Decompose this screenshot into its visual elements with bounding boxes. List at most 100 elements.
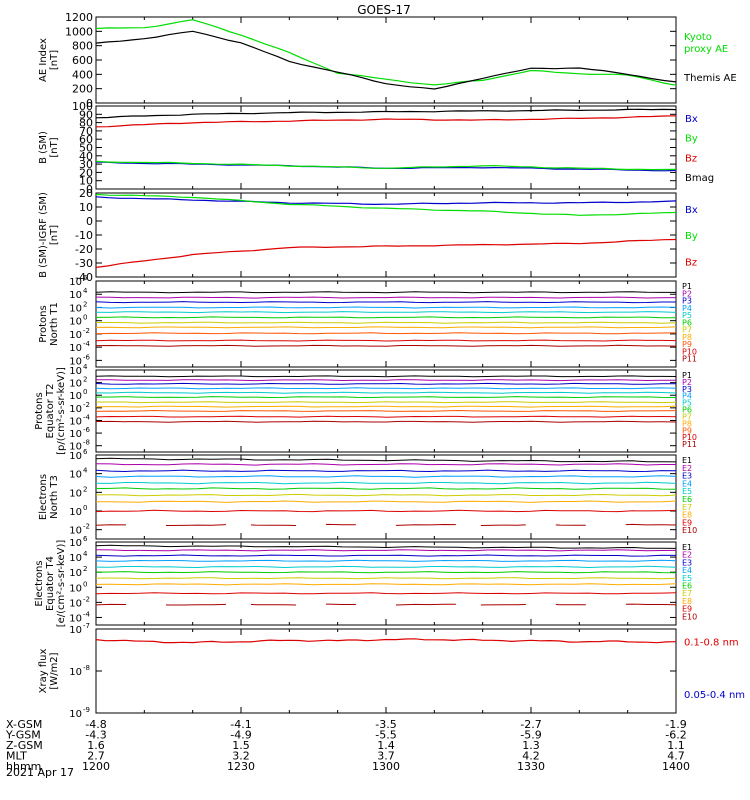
- channel-legend: E2: [682, 464, 692, 473]
- panel-frame: [95, 16, 677, 104]
- channel-legend: E7: [682, 503, 692, 512]
- channel-line-e7: [95, 577, 677, 580]
- channel-line-p1: [95, 291, 676, 294]
- channel-legend: E3: [682, 472, 692, 481]
- y-tick-exponent: 0: [83, 388, 87, 396]
- channel-line-p5: [95, 311, 677, 314]
- series-line-by: [95, 193, 677, 216]
- legend-entry: Themis AE: [683, 73, 737, 84]
- y-tick-label: 10: [69, 356, 82, 367]
- y-tick-label: 10: [69, 330, 82, 341]
- channel-line-e6: [95, 487, 677, 490]
- date-label: 2021 Apr 17: [6, 766, 74, 779]
- y-tick-label: 10: [69, 709, 82, 720]
- y-axis-label: North T3: [49, 475, 60, 519]
- channel-line-p7: [96, 321, 677, 324]
- channel-line-e3: [95, 469, 677, 473]
- y-tick-label: 70: [79, 125, 93, 138]
- y-tick-exponent: 4: [83, 363, 88, 371]
- channel-line-e2: [95, 463, 676, 466]
- channel-legend: P6: [682, 406, 692, 415]
- footer-row-label: X-GSM: [6, 718, 42, 731]
- footer-value: 3.2: [232, 750, 250, 763]
- footer-value: -4.8: [85, 718, 106, 731]
- y-tick-label: 20: [79, 166, 93, 179]
- footer-row-label: Y-GSM: [5, 729, 41, 742]
- y-tick-label: 100: [72, 100, 93, 113]
- y-tick-label: 800: [72, 40, 93, 53]
- channel-legend: E9: [682, 518, 692, 527]
- y-tick-label: 10: [69, 429, 82, 440]
- y-tick-label: 0: [86, 215, 93, 228]
- y-tick-exponent: -6: [83, 426, 91, 434]
- y-tick-exponent: 2: [83, 300, 87, 308]
- panel-xray: Xray flux [W/m2]10-910-810 -70.1-0.8 nm0.0…: [38, 622, 745, 720]
- channel-line-p10: [95, 339, 677, 342]
- channel-legend: E1: [682, 543, 692, 552]
- panel-b: B (SM) [nT]0102030405060708090100BxByBzBm…: [38, 100, 714, 196]
- channel-line-e9: [95, 592, 677, 595]
- y-axis-label: North T1: [49, 302, 60, 346]
- y-tick-label: 10: [69, 303, 82, 314]
- channel-line-e1: [95, 457, 677, 463]
- channel-line-p6: [95, 316, 677, 319]
- y-tick-label: 10: [69, 625, 82, 636]
- footer-value: 2.7: [87, 750, 105, 763]
- y-tick-label: 10: [69, 317, 82, 328]
- footer-value: 1200: [82, 760, 110, 773]
- y-tick-exponent: 6: [83, 535, 88, 543]
- ephemeris-footer: X-GSM -4.8 -4.1 -3.5 -2.7 -1.9 Y-GSM -4.3 -4.9 -5…: [5, 718, 690, 773]
- channel-line-e5: [95, 481, 677, 485]
- y-tick-label: 10: [69, 598, 82, 609]
- y-tick-label: 10: [69, 366, 82, 377]
- series-line-xray-long: [95, 638, 677, 644]
- y-tick-exponent: -7: [83, 622, 90, 630]
- footer-value: 1.6: [87, 739, 105, 752]
- legend-entry: By: [685, 134, 698, 145]
- channel-legend: P5: [682, 399, 692, 408]
- channel-legend: E4: [682, 479, 692, 488]
- y-tick-label: -10: [75, 229, 93, 242]
- footer-value: 4.2: [522, 750, 540, 763]
- channel-legend: P3: [682, 297, 692, 306]
- y-axis-label: Protons: [38, 305, 49, 342]
- y-tick-label: 10: [69, 553, 82, 564]
- channel-line-e10: [95, 523, 677, 527]
- channel-legend: P11: [682, 355, 697, 364]
- footer-value: -2.7: [520, 718, 541, 731]
- y-tick-label: 10: [69, 404, 82, 415]
- legend-entry: proxy AE: [684, 44, 728, 55]
- series-line-bmag: [95, 108, 677, 119]
- footer-value: 1.4: [377, 739, 395, 752]
- y-tick-exponent: 0: [83, 504, 87, 512]
- channel-line-e4: [95, 559, 677, 562]
- y-axis-label: B (SM)-IGRF (SM): [38, 192, 49, 278]
- channel-legend: E8: [682, 597, 692, 606]
- channel-legend: P8: [682, 419, 692, 428]
- y-tick-label: 0: [86, 183, 93, 196]
- legend-entry: Bmag: [685, 173, 714, 184]
- y-axis-label: Equator T4: [45, 556, 56, 611]
- channel-legend: P7: [682, 412, 692, 421]
- y-tick-exponent: -8: [83, 664, 90, 672]
- y-tick-label: 1000: [65, 25, 93, 38]
- y-tick-label: 10: [69, 391, 82, 402]
- y-tick-exponent: -2: [83, 595, 90, 603]
- channel-line-p3: [95, 301, 676, 304]
- y-tick-label: 200: [72, 83, 93, 96]
- panel-frame: [95, 454, 677, 540]
- y-tick-label: 10: [69, 488, 82, 499]
- y-tick-exponent: -2: [83, 401, 90, 409]
- channel-line-p11: [95, 420, 677, 423]
- channel-line-e10: [95, 603, 677, 606]
- y-tick-label: 10: [69, 538, 82, 549]
- y-tick-label: 10: [69, 470, 82, 481]
- channel-legend: P1: [682, 371, 692, 380]
- y-tick-label: 10: [69, 526, 82, 537]
- legend-entry: Bz: [685, 153, 697, 164]
- y-tick-exponent: 4: [83, 467, 88, 475]
- legend-entry: 0.05-0.4 nm: [684, 690, 745, 701]
